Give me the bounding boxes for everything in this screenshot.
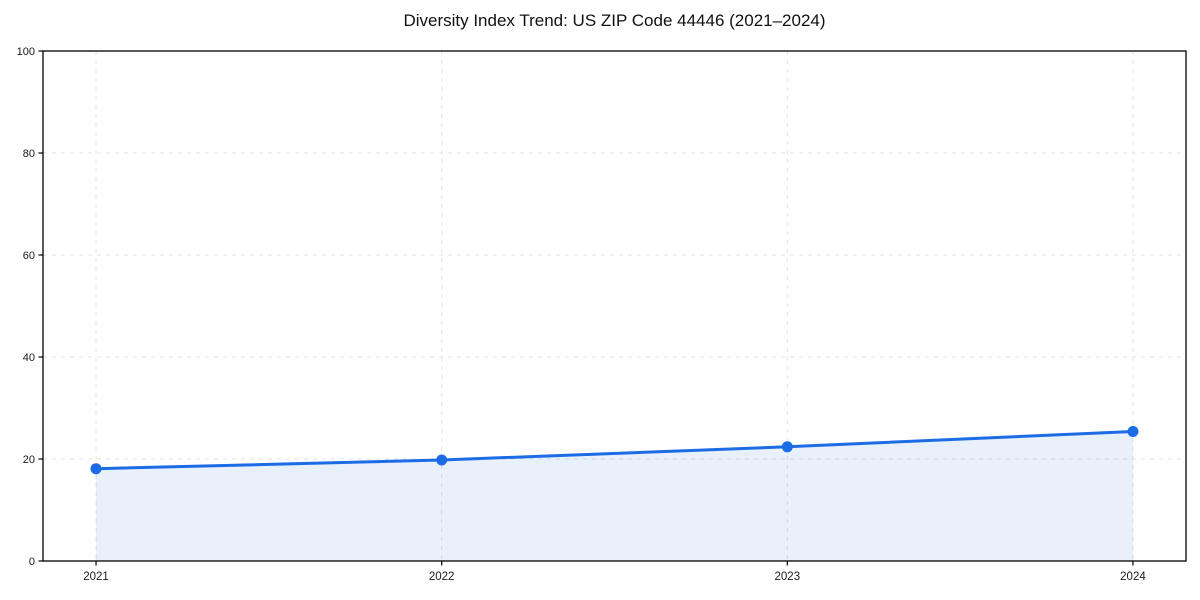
y-tick-label: 40: [23, 352, 35, 364]
y-tick-label: 20: [23, 454, 35, 466]
x-tick-label: 2021: [83, 571, 109, 583]
x-tick-label: 2023: [775, 571, 801, 583]
data-point-marker: [1127, 426, 1139, 437]
trend-line: [94, 430, 1135, 471]
data-point-marker: [781, 441, 793, 453]
plot-border: [42, 50, 1187, 562]
x-tick-label: 2024: [1120, 571, 1146, 583]
area-fill: [96, 431, 1133, 561]
y-tick-label: 0: [29, 556, 35, 568]
y-tick-label: 60: [23, 250, 35, 262]
data-point-marker: [90, 463, 102, 475]
x-tick-label: 2022: [429, 571, 455, 583]
y-tick-label: 100: [17, 46, 35, 58]
chart-title: Diversity Index Trend: US ZIP Code 44446…: [403, 11, 826, 30]
data-point-marker: [436, 454, 448, 466]
y-tick-label: 80: [23, 148, 35, 160]
